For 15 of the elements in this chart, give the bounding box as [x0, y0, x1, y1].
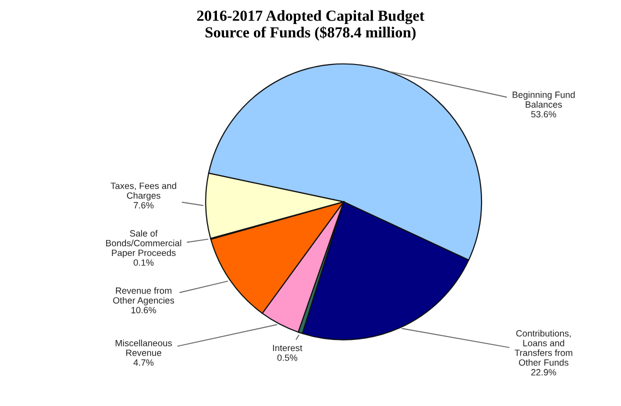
data-label: 10.6%: [131, 306, 156, 314]
data-label: 7.6%: [134, 202, 154, 208]
slice-label: Contributions, Loans and Transfers from Other Funds: [514, 330, 572, 366]
chart-title: 2016-2017 Adopted Capital Budget Source of Funds ($878.4 million): [197, 10, 424, 41]
data-label: 53.6%: [531, 111, 556, 118]
data-label: 22.9%: [531, 369, 556, 376]
slice-label: Revenue from Other Agencies: [113, 287, 174, 306]
slice-label: Taxes, Fees and Charges: [110, 182, 176, 201]
data-label: 0.5%: [277, 354, 298, 361]
slice-label: Sale of Bonds/Commercial Paper Proceeds: [106, 230, 182, 258]
slice-label: Beginning Fund Balances: [512, 91, 575, 108]
slice-label: Interest: [273, 344, 302, 352]
slice-label: Miscellaneous Revenue: [116, 340, 172, 356]
data-label: 0.1%: [134, 259, 154, 266]
data-label: 4.7%: [134, 359, 154, 366]
